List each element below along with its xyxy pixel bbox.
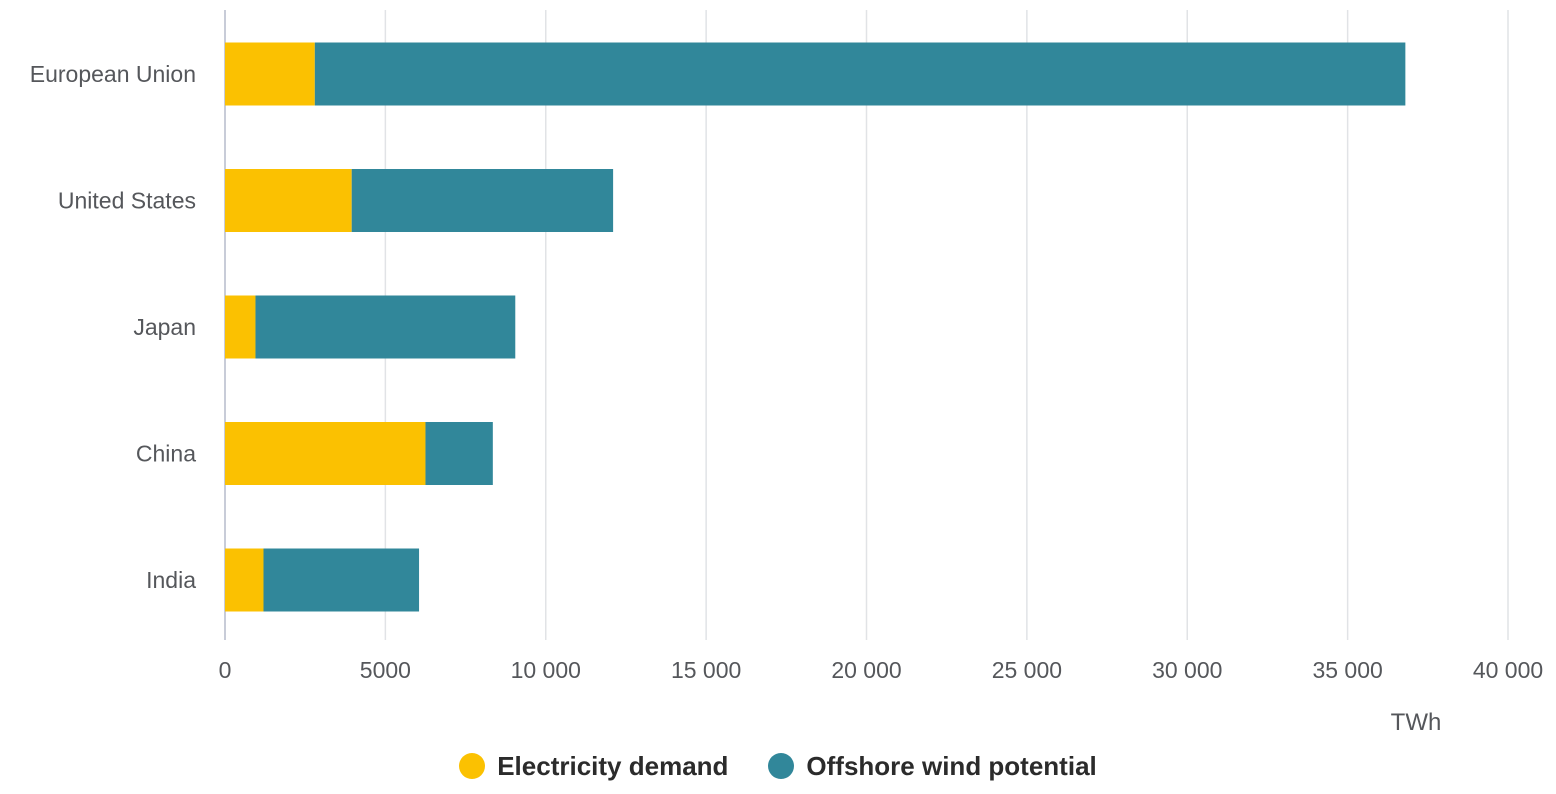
bar-offshore-wind-potential[interactable] <box>314 42 1406 106</box>
x-tick-label: 20 000 <box>831 657 901 683</box>
category-label: European Union <box>30 61 196 87</box>
category-label: Japan <box>133 314 196 340</box>
bar-electricity-demand[interactable] <box>225 295 256 359</box>
bar-electricity-demand[interactable] <box>225 169 352 232</box>
category-label: United States <box>58 188 196 214</box>
x-tick-label: 40 000 <box>1473 657 1543 683</box>
legend-item-offshore-wind-potential[interactable]: Offshore wind potential <box>768 750 1097 782</box>
x-tick-label: 35 000 <box>1312 657 1382 683</box>
legend-item-electricity-demand[interactable]: Electricity demand <box>459 751 728 782</box>
x-tick-label: 30 000 <box>1152 657 1222 683</box>
x-unit-label: TWh <box>1391 709 1442 736</box>
bar-offshore-wind-potential[interactable] <box>263 548 420 612</box>
x-tick-label: 0 <box>219 657 232 683</box>
bar-electricity-demand[interactable] <box>225 548 264 612</box>
bar-offshore-wind-potential[interactable] <box>351 169 614 232</box>
x-tick-label: 10 000 <box>511 657 581 683</box>
legend-swatch-electricity-demand <box>459 753 486 779</box>
legend-label: Offshore wind potential <box>806 750 1097 781</box>
x-tick-label: 25 000 <box>992 657 1062 683</box>
legend-swatch-offshore-wind-potential <box>768 753 795 779</box>
legend-label: Electricity demand <box>497 750 729 781</box>
bar-electricity-demand[interactable] <box>225 42 315 106</box>
category-labels: European Union United States Japan China Ind… <box>30 61 196 593</box>
bar-offshore-wind-potential[interactable] <box>255 295 516 359</box>
bar-electricity-demand[interactable] <box>225 422 426 485</box>
category-label: China <box>136 441 196 467</box>
x-tick-labels: 0 5000 10 000 15 000 20 000 25 000 30 000 35 00… <box>219 657 1544 683</box>
category-label: India <box>146 567 196 593</box>
bars-layer <box>225 42 1406 612</box>
bar-offshore-wind-potential[interactable] <box>425 422 493 485</box>
grid-layer <box>224 10 1509 640</box>
legend: Electricity demand Offshore wind potenti… <box>0 746 1556 786</box>
x-tick-label: 15 000 <box>671 657 741 683</box>
x-tick-label: 5000 <box>360 657 411 683</box>
